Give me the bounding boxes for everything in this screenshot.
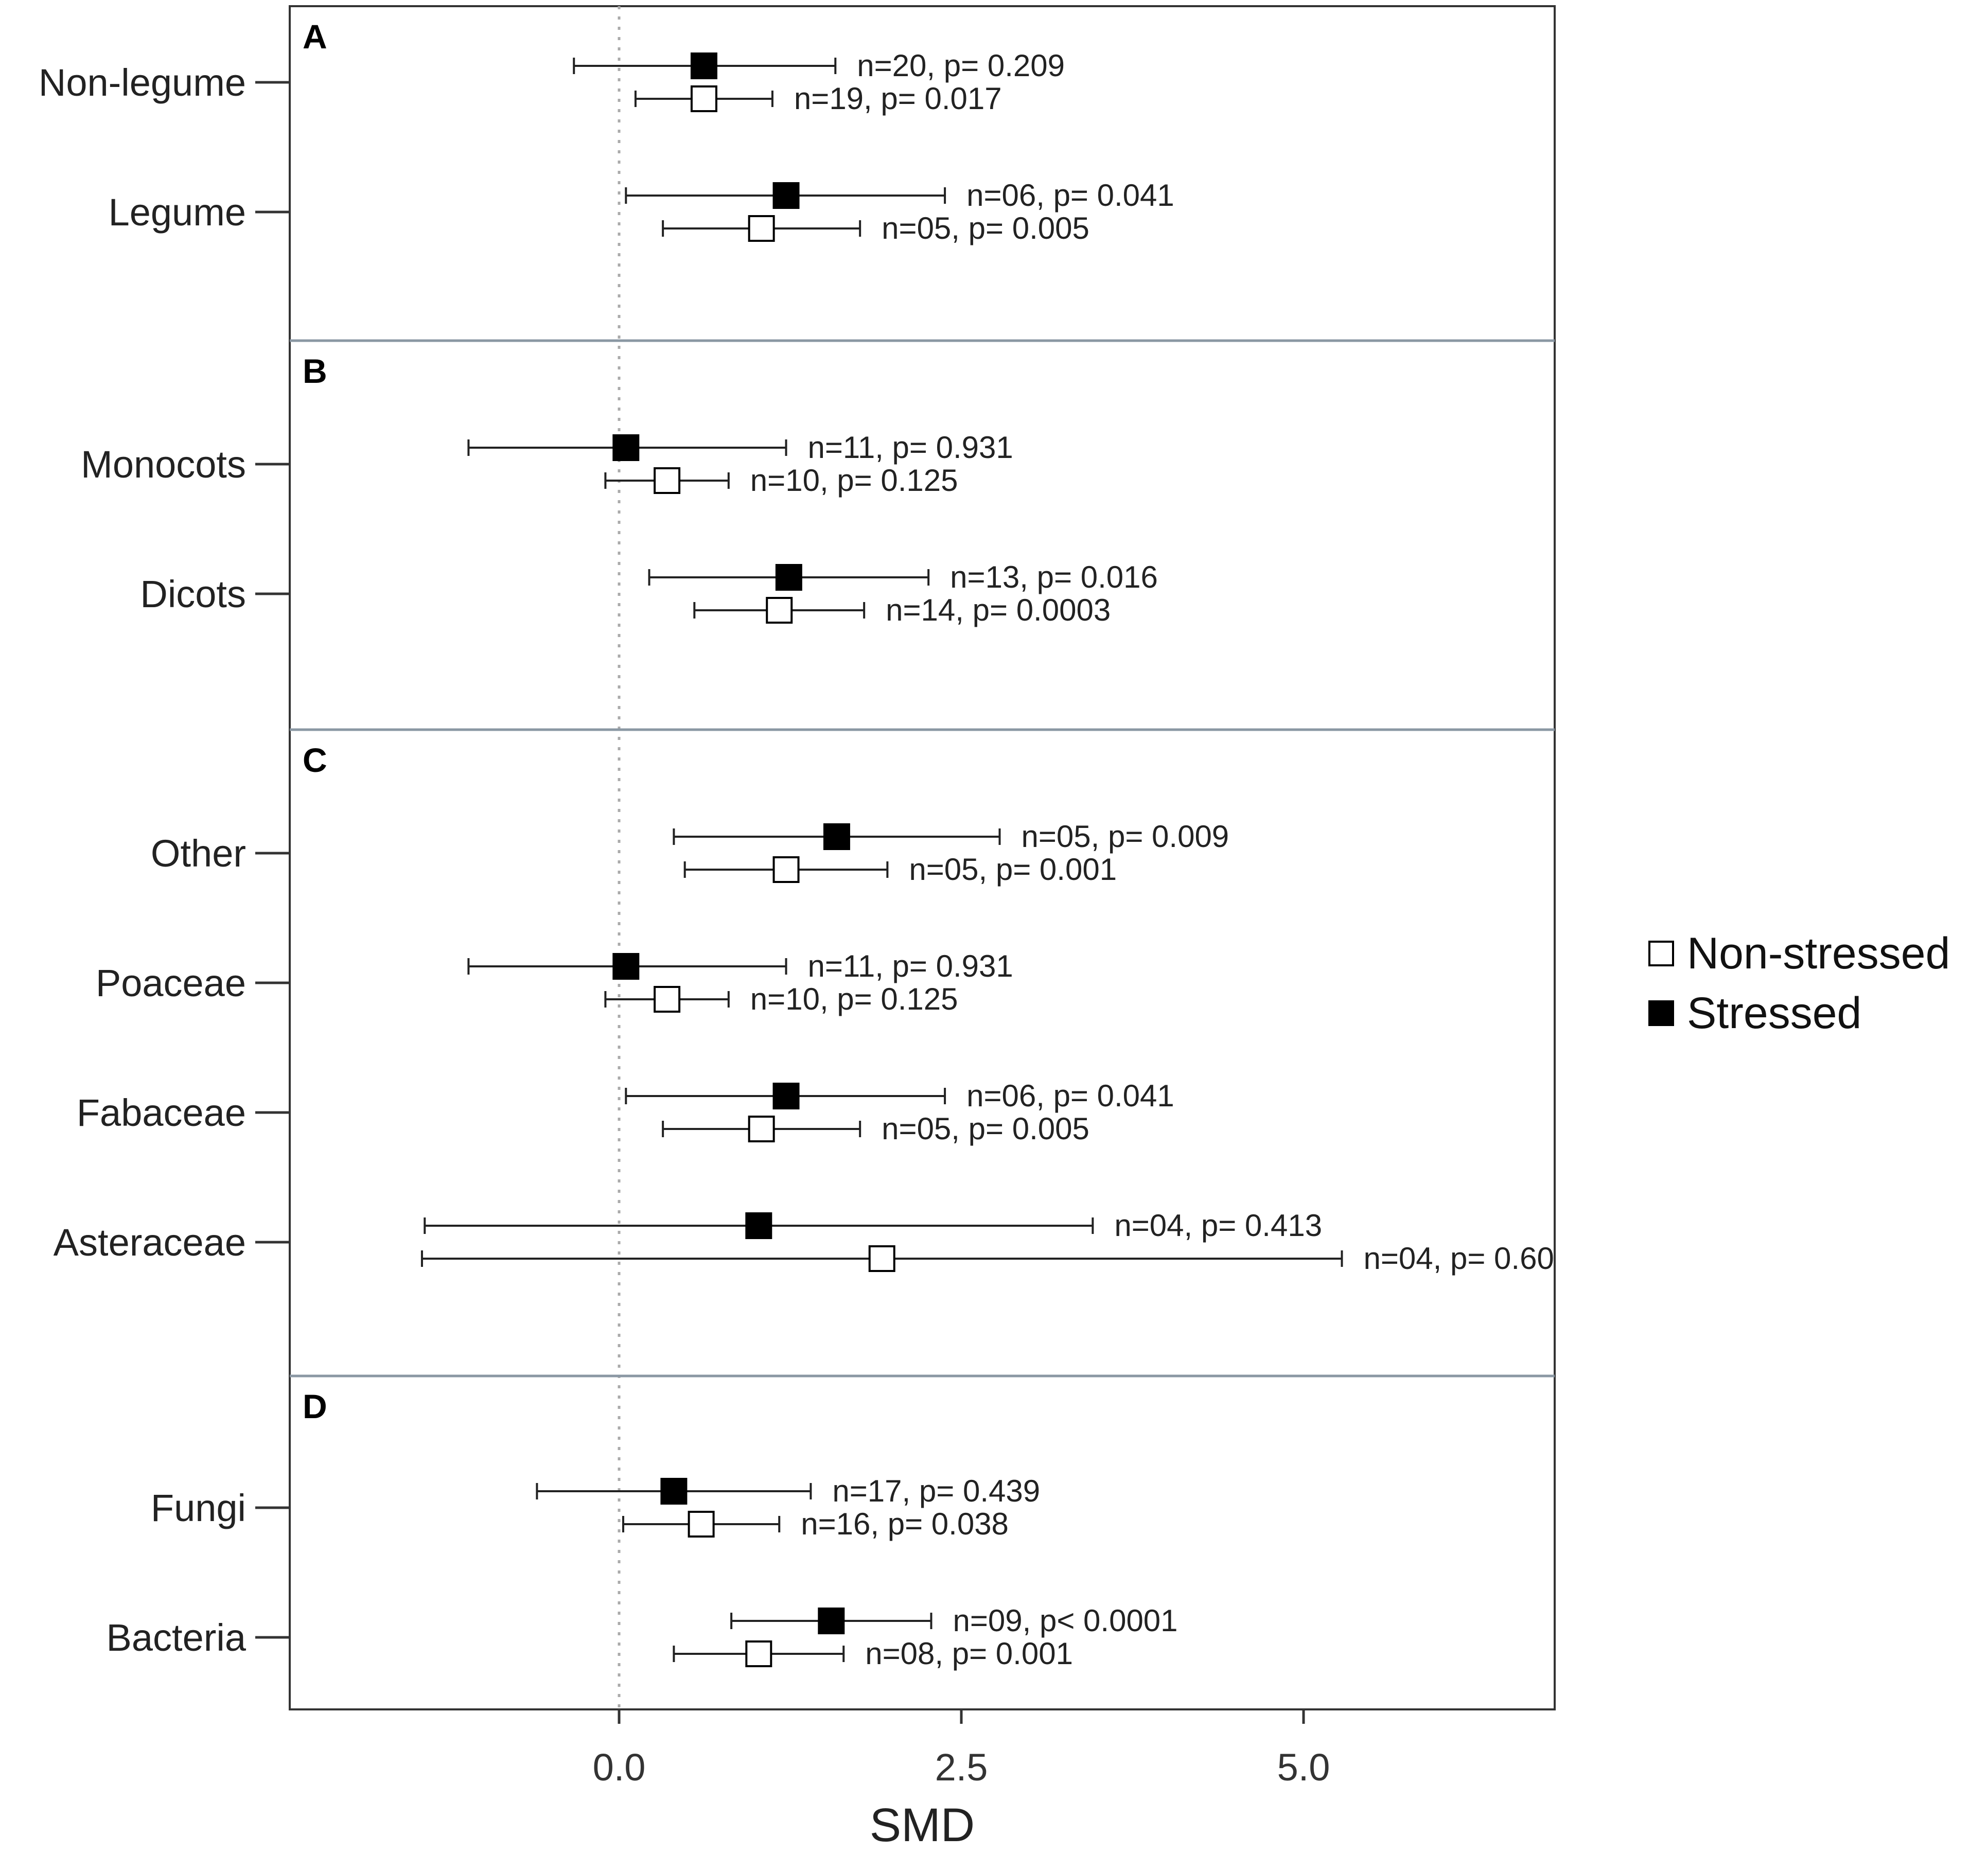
category-label-asteraceae: Asteraceae: [54, 1221, 246, 1264]
non-stressed-annotation-fabaceae: n=05, p= 0.005: [882, 1111, 1089, 1146]
x-tick-label-2: 5.0: [1277, 1746, 1330, 1789]
non-stressed-point-other: [772, 856, 800, 883]
category-label-bacteria: Bacteria: [107, 1616, 247, 1659]
category-label-other: Other: [151, 832, 246, 875]
category-label-dicots: Dicots: [140, 573, 246, 615]
stressed-annotation-monocots: n=11, p= 0.931: [808, 430, 1013, 465]
non-stressed-point-dicots: [766, 597, 793, 624]
legend-marker-stressed: [1648, 1000, 1674, 1026]
stressed-annotation-bacteria: n=09, p< 0.0001: [953, 1603, 1177, 1638]
plot-frame: [289, 5, 1556, 1710]
non-stressed-point-monocots: [654, 467, 681, 494]
non-stressed-annotation-fungi: n=16, p= 0.038: [801, 1507, 1009, 1541]
stressed-annotation-fungi: n=17, p= 0.439: [832, 1474, 1040, 1508]
stressed-annotation-fabaceae: n=06, p= 0.041: [966, 1079, 1174, 1113]
legend-label-stressed: Stressed: [1687, 988, 1861, 1038]
category-label-fabaceae: Fabaceae: [77, 1091, 246, 1134]
stressed-point-fungi: [660, 1478, 688, 1505]
stressed-point-poaceae: [612, 953, 640, 980]
panel-letter-B: B: [303, 352, 327, 390]
non-stressed-annotation-monocots: n=10, p= 0.125: [750, 463, 958, 498]
stressed-annotation-other: n=05, p= 0.009: [1021, 819, 1229, 854]
non-stressed-annotation-asteraceae: n=04, p= 0.60: [1363, 1241, 1554, 1276]
category-label-non-legume: Non-legume: [39, 61, 246, 104]
x-axis-title: SMD: [870, 1799, 975, 1851]
stressed-point-monocots: [612, 434, 640, 461]
panel-letter-A: A: [303, 17, 327, 56]
non-stressed-point-poaceae: [654, 986, 681, 1013]
stressed-point-fabaceae: [772, 1083, 800, 1109]
stressed-point-asteraceae: [745, 1212, 772, 1239]
stressed-annotation-non-legume: n=20, p= 0.209: [857, 48, 1065, 83]
stressed-annotation-asteraceae: n=04, p= 0.413: [1114, 1208, 1322, 1243]
category-label-fungi: Fungi: [151, 1487, 246, 1529]
panel-letter-D: D: [303, 1387, 327, 1425]
non-stressed-annotation-other: n=05, p= 0.001: [909, 852, 1117, 887]
non-stressed-annotation-dicots: n=14, p= 0.0003: [886, 593, 1111, 627]
non-stressed-point-fabaceae: [748, 1116, 775, 1142]
stressed-point-legume: [772, 182, 800, 209]
stressed-annotation-poaceae: n=11, p= 0.931: [808, 949, 1013, 983]
stressed-point-other: [823, 823, 850, 850]
stressed-point-bacteria: [818, 1608, 845, 1634]
legend-marker-non-stressed: [1648, 941, 1674, 966]
x-tick-label-0: 0.0: [593, 1746, 646, 1789]
non-stressed-point-fungi: [688, 1511, 715, 1538]
non-stressed-point-bacteria: [745, 1640, 772, 1667]
stressed-annotation-dicots: n=13, p= 0.016: [950, 560, 1158, 594]
non-stressed-annotation-poaceae: n=10, p= 0.125: [750, 982, 958, 1016]
non-stressed-annotation-bacteria: n=08, p= 0.001: [865, 1636, 1073, 1671]
non-stressed-annotation-non-legume: n=19, p= 0.017: [794, 81, 1002, 116]
non-stressed-point-legume: [748, 215, 775, 242]
non-stressed-annotation-legume: n=05, p= 0.005: [882, 211, 1089, 245]
panel-letter-C: C: [303, 741, 327, 779]
non-stressed-point-asteraceae: [868, 1245, 895, 1272]
category-label-poaceae: Poaceae: [96, 962, 246, 1004]
x-tick-label-1: 2.5: [935, 1746, 988, 1789]
stressed-point-non-legume: [690, 52, 717, 79]
legend-label-non-stressed: Non-stressed: [1687, 929, 1950, 978]
stressed-annotation-legume: n=06, p= 0.041: [966, 178, 1174, 213]
category-label-legume: Legume: [109, 191, 246, 234]
category-label-monocots: Monocots: [81, 443, 246, 486]
stressed-point-dicots: [775, 564, 802, 591]
non-stressed-point-non-legume: [690, 85, 717, 112]
